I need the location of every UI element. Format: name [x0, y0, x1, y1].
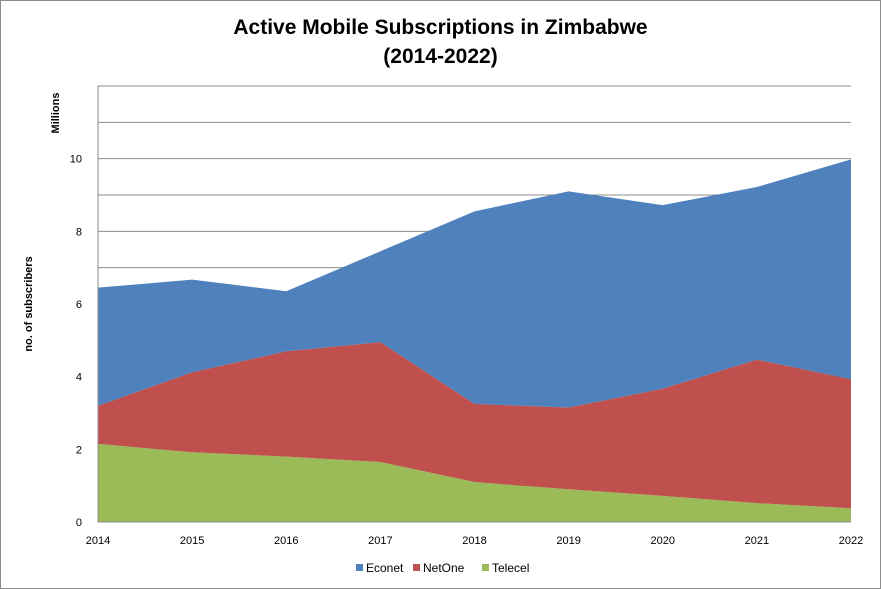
legend-swatch-telecel [482, 564, 489, 571]
x-tick-labels: 2014 2015 2016 2017 2018 2019 2020 2021 2022 [86, 535, 863, 547]
x-tick-label: 2015 [180, 535, 204, 547]
area-series-group [98, 159, 851, 522]
y-tick-label: 0 [76, 517, 82, 529]
legend-label-netone: NetOne [423, 561, 465, 575]
legend-label-telecel: Telecel [492, 561, 529, 575]
units-label: Millions [50, 93, 62, 134]
x-tick-label: 2014 [86, 535, 110, 547]
y-tick-label: 2 [76, 444, 82, 456]
area-telecel [98, 443, 851, 522]
area-econet [98, 159, 851, 408]
y-tick-labels: 0 2 4 6 8 10 [70, 154, 82, 529]
x-tick-label: 2019 [556, 535, 580, 547]
legend-label-econet: Econet [366, 561, 404, 575]
y-tick-label: 4 [76, 372, 82, 384]
axes [97, 86, 851, 523]
x-tick-label: 2018 [462, 535, 486, 547]
x-tick-label: 2020 [651, 535, 675, 547]
y-tick-label: 6 [76, 299, 82, 311]
legend-swatch-econet [356, 564, 363, 571]
legend: Econet NetOne Telecel [356, 561, 529, 575]
x-tick-label: 2016 [274, 535, 298, 547]
x-tick-label: 2022 [839, 535, 863, 547]
y-axis-label: no. of subscribers [23, 256, 35, 351]
legend-swatch-netone [413, 564, 420, 571]
area-netone [98, 342, 851, 509]
chart-title-line2: (2014-2022) [383, 45, 498, 68]
y-tick-label: 10 [70, 154, 82, 166]
x-tick-label: 2021 [745, 535, 769, 547]
y-tick-label: 8 [76, 226, 82, 238]
chart-title-line1: Active Mobile Subscriptions in Zimbabwe [233, 16, 648, 39]
chart-title: Active Mobile Subscriptions in Zimbabwe … [1, 13, 880, 71]
x-tick-label: 2017 [368, 535, 392, 547]
